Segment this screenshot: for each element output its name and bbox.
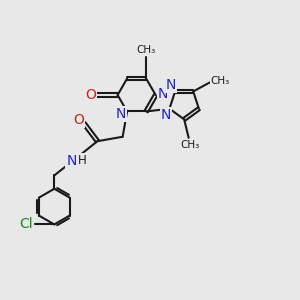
- Text: CH₃: CH₃: [210, 76, 230, 86]
- Text: O: O: [85, 88, 96, 102]
- Text: Cl: Cl: [19, 218, 33, 231]
- Text: N: N: [161, 108, 171, 122]
- Text: H: H: [78, 154, 87, 167]
- Text: CH₃: CH₃: [136, 45, 156, 55]
- Text: N: N: [158, 86, 168, 100]
- Text: CH₃: CH₃: [181, 140, 200, 150]
- Text: N: N: [166, 78, 176, 92]
- Text: N: N: [66, 154, 77, 167]
- Text: O: O: [73, 113, 84, 127]
- Text: N: N: [116, 107, 126, 121]
